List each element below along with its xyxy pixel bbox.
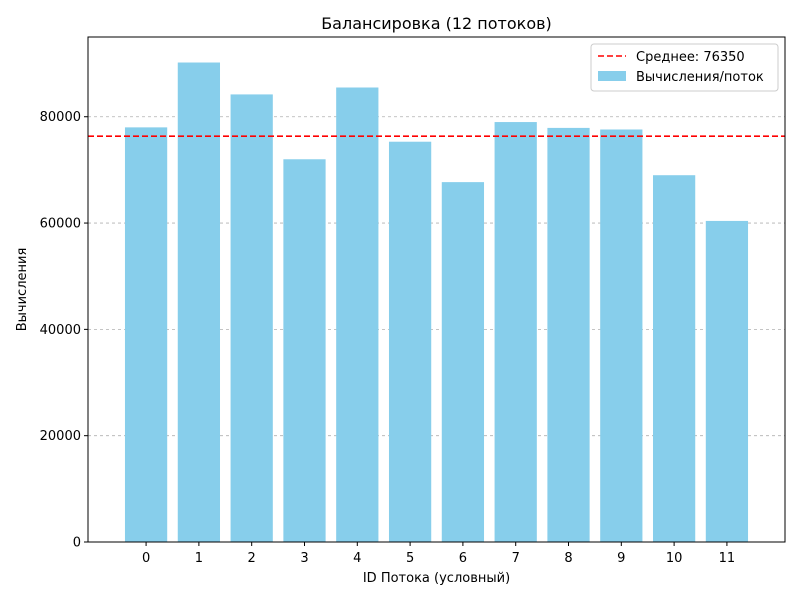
bar xyxy=(177,62,221,543)
bar xyxy=(124,127,168,543)
legend-mean-label: Среднее: 76350 xyxy=(636,50,745,65)
x-tick-label: 5 xyxy=(406,551,414,566)
x-axis-label: ID Потока (условный) xyxy=(363,571,510,586)
x-tick-label: 4 xyxy=(353,551,361,566)
bar xyxy=(652,175,696,543)
y-axis-ticks: 0 20000 40000 60000 80000 xyxy=(40,110,88,551)
bar xyxy=(441,182,485,543)
x-tick-label: 1 xyxy=(195,551,203,566)
x-tick-label: 8 xyxy=(564,551,572,566)
x-axis-ticks: 0 1 2 3 4 5 6 7 8 9 10 11 xyxy=(142,542,735,566)
x-tick-label: 0 xyxy=(142,551,150,566)
legend: Среднее: 76350 Вычисления/поток xyxy=(590,43,779,92)
x-tick-label: 9 xyxy=(617,551,625,566)
x-tick-label: 10 xyxy=(666,551,683,566)
bar xyxy=(336,87,379,542)
x-tick-label: 2 xyxy=(248,551,256,566)
x-tick-label: 6 xyxy=(459,551,467,566)
x-tick-label: 7 xyxy=(512,551,520,566)
bar xyxy=(547,127,590,543)
legend-series-label: Вычисления/поток xyxy=(636,70,764,85)
y-tick-label: 20000 xyxy=(40,429,81,444)
y-tick-label: 0 xyxy=(73,536,81,551)
chart-title: Балансировка (12 потоков) xyxy=(321,14,552,33)
bar xyxy=(600,129,643,542)
x-tick-label: 3 xyxy=(300,551,308,566)
bar xyxy=(388,141,432,542)
y-axis-label: Вычисления xyxy=(15,248,30,332)
y-tick-label: 60000 xyxy=(40,217,81,232)
x-tick-label: 11 xyxy=(719,551,736,566)
bar xyxy=(230,94,273,543)
legend-series-swatch xyxy=(598,71,626,81)
bar xyxy=(283,159,326,542)
legend-box xyxy=(590,43,779,92)
bar xyxy=(705,220,749,542)
bars xyxy=(124,62,749,543)
y-tick-label: 40000 xyxy=(40,323,81,338)
bar xyxy=(494,122,537,542)
plot-frame xyxy=(87,36,786,543)
y-tick-label: 80000 xyxy=(40,110,81,125)
